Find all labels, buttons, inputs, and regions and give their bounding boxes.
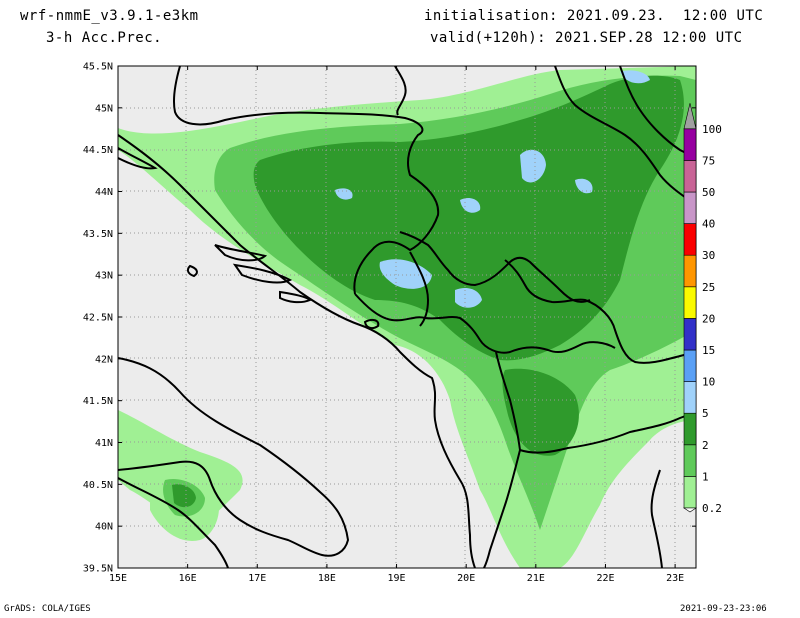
islands	[214, 244, 268, 262]
colorbar-swatch	[683, 476, 697, 509]
border-line	[354, 293, 616, 354]
colorbar-swatch	[683, 412, 697, 446]
colorbar-label: 15	[702, 344, 715, 357]
islands	[186, 264, 198, 278]
colorbar-label: 5	[702, 407, 709, 420]
colorbar-label: 100	[702, 123, 722, 136]
lat-label: 40N	[95, 522, 113, 533]
colorbar-label: 10	[702, 376, 715, 389]
lat-label: 44.5N	[83, 145, 113, 156]
lon-ticks	[117, 66, 676, 568]
colorbar-swatch	[683, 191, 697, 224]
islands	[279, 290, 312, 304]
credit-text: GrADS: COLA/IGES	[4, 604, 91, 614]
colorbar-swatch	[683, 160, 697, 193]
colorbar-label: 2	[702, 439, 709, 452]
lat-axis-labels: 45.5N 45N 44.5N 44N 43.5N 43N 42.5N 42N 41.5N 41N…	[83, 62, 113, 575]
lon-label: 15E	[109, 573, 127, 584]
italy-coastline	[118, 357, 350, 557]
colorbar-label: 50	[702, 186, 715, 199]
border-line	[399, 231, 591, 303]
precip-area-5mm	[620, 70, 650, 84]
border-line	[619, 66, 696, 159]
colorbar-swatch	[683, 223, 697, 256]
border-line	[554, 66, 696, 206]
colorbar-swatch	[683, 286, 697, 319]
colorbar-label: 1	[702, 470, 709, 483]
colorbar-swatch	[683, 349, 697, 382]
lat-label: 39.5N	[83, 564, 113, 575]
border-line	[172, 66, 440, 295]
islands	[232, 263, 293, 284]
colorbar-label: 0.2	[702, 502, 722, 515]
lon-label: 21E	[527, 573, 545, 584]
lon-axis-labels: 15E 16E 17E 18E 19E 20E 21E 22E 23E	[109, 573, 684, 584]
lat-label: 41N	[95, 438, 113, 449]
colorbar-swatch	[683, 381, 697, 414]
timestamp-text: 2021-09-23-23:06	[680, 604, 767, 614]
adriatic-east-coastline	[118, 134, 476, 568]
lon-label: 17E	[248, 573, 266, 584]
coastlines-borders	[118, 66, 696, 568]
precip-area-5mm	[460, 198, 481, 213]
lat-label: 44N	[95, 187, 113, 198]
precip-area-5mm	[575, 178, 593, 194]
colorbar-label: 75	[702, 154, 715, 167]
lat-label: 42.5N	[83, 313, 113, 324]
product-name: 3-h Acc.Prec.	[46, 30, 163, 46]
model-name: wrf-nmmE_v3.9.1-e3km	[20, 8, 199, 24]
lon-label: 20E	[457, 573, 475, 584]
colorbar-swatch	[683, 254, 697, 288]
lat-label: 43.5N	[83, 229, 113, 240]
precip-area-dark	[502, 368, 579, 456]
valid-time: valid(+120h): 2021.SEP.28 12:00 UTC	[430, 30, 743, 46]
precip-area-5mm	[335, 188, 353, 200]
border-line	[650, 469, 663, 568]
colorbar-end	[683, 507, 697, 513]
precip-area-5mm	[520, 149, 546, 183]
precip-area-dark	[253, 75, 684, 361]
islands	[363, 318, 380, 330]
precip-area-dark	[172, 484, 196, 508]
lat-label: 42N	[95, 354, 113, 365]
colorbar-label: 40	[702, 218, 715, 231]
colorbar-swatch	[683, 103, 697, 130]
lon-label: 18E	[318, 573, 336, 584]
lat-label: 45N	[95, 103, 113, 114]
lon-label: 22E	[596, 573, 614, 584]
colorbar-label: 25	[702, 281, 715, 294]
colorbar-swatch	[683, 318, 697, 351]
initialisation-time: initialisation: 2021.09.23. 12:00 UTC	[424, 8, 764, 24]
border-line	[409, 251, 430, 327]
colorbar-label: 20	[702, 312, 715, 325]
lon-label: 16E	[179, 573, 197, 584]
colorbar-swatch	[683, 444, 697, 477]
lon-label: 23E	[666, 573, 684, 584]
colorbar-swatch	[683, 128, 697, 161]
border-line	[495, 351, 521, 451]
lat-label: 40.5N	[83, 480, 113, 491]
lat-label: 43N	[95, 271, 113, 282]
lat-label: 41.5N	[83, 396, 113, 407]
border-line	[483, 449, 521, 568]
lon-label: 19E	[388, 573, 406, 584]
precip-area-5mm	[455, 288, 482, 308]
lat-label: 45.5N	[83, 62, 113, 73]
colorbar-label: 30	[702, 249, 715, 262]
lat-lon-grid	[118, 66, 696, 568]
italy-coastline	[118, 477, 229, 568]
border-line	[394, 66, 407, 116]
border-line	[519, 411, 696, 454]
border-line	[504, 259, 696, 364]
islands	[118, 147, 158, 170]
